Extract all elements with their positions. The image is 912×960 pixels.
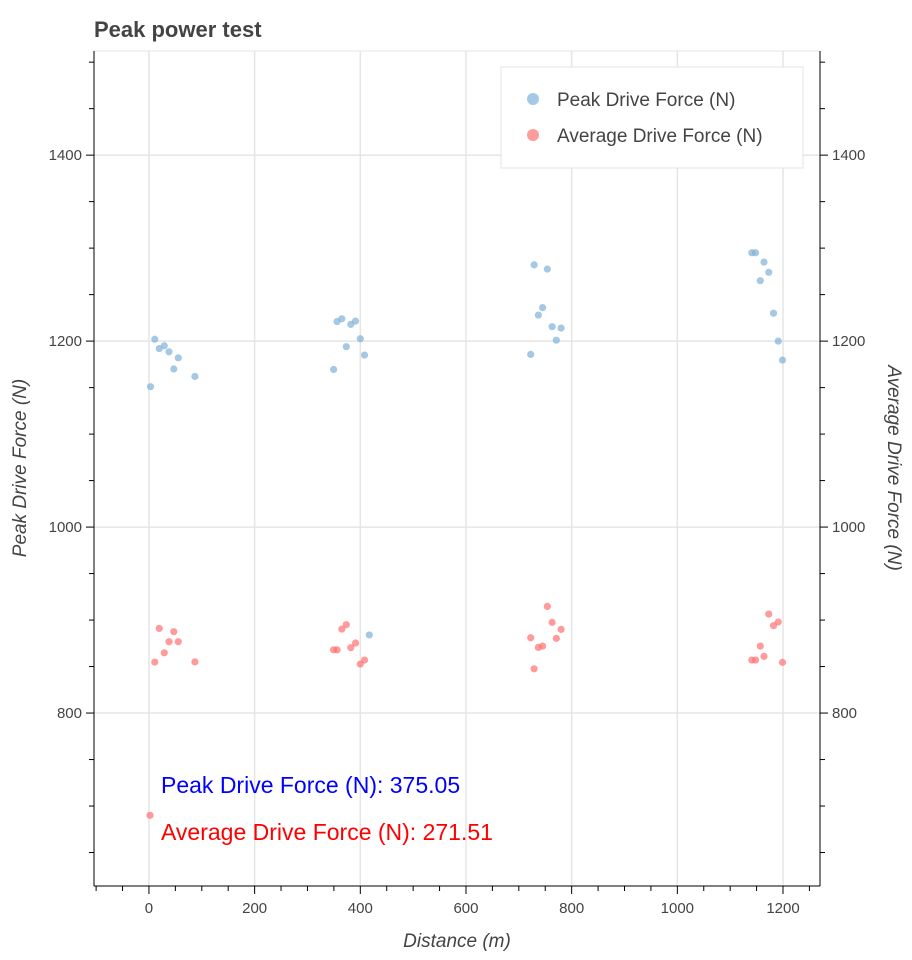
peak-force-point	[751, 249, 760, 257]
y-tick-label: 1000	[49, 519, 82, 536]
peak-force-point	[769, 309, 778, 317]
y-right-tick-label: 1000	[832, 519, 865, 536]
x-tick-label: 200	[242, 900, 267, 917]
average-force-point	[778, 658, 787, 666]
x-tick-label: 400	[348, 900, 373, 917]
peak-force-point	[530, 261, 538, 269]
average-force-point	[170, 628, 178, 636]
annotation-average: Average Drive Force (N): 271.51	[161, 819, 493, 845]
legend-label-average: Average Drive Force (N)	[557, 126, 763, 147]
peak-force-point	[351, 317, 360, 325]
peak-force-point	[342, 343, 350, 351]
peak-force-point	[538, 304, 547, 312]
legend-marker-average	[527, 129, 539, 141]
peak-force-point	[330, 365, 338, 374]
y-right-tick-label: 1200	[832, 333, 865, 350]
peak-force-point	[151, 335, 159, 343]
average-force-point	[174, 638, 182, 646]
plot-frame	[93, 50, 821, 887]
average-force-point	[552, 634, 560, 642]
average-force-point	[543, 602, 551, 610]
peak-force-point	[774, 337, 782, 345]
peak-force-point	[543, 265, 551, 273]
average-force-point	[769, 622, 778, 630]
average-force-point	[356, 660, 364, 668]
average-force-point	[338, 625, 346, 633]
grid	[93, 50, 821, 887]
peak-force-point	[765, 268, 773, 276]
peak-force-point	[170, 365, 178, 373]
y-right-tick-label: 1400	[832, 147, 865, 164]
average-force-point	[155, 624, 163, 633]
average-force-point	[191, 658, 199, 666]
chart-title: Peak power test	[94, 17, 262, 42]
average-force-point	[347, 644, 355, 652]
peak-force-point	[146, 383, 155, 391]
y-tick-label: 800	[57, 705, 82, 722]
peak-force-point	[557, 324, 565, 332]
y-tick-label: 1400	[49, 147, 82, 164]
axes: 0 200 400 600 800 1000 1200 800 800 1000 1000 1200 1…	[49, 51, 865, 917]
peak-force-point	[527, 350, 535, 359]
legend-label-peak: Peak Drive Force (N)	[557, 90, 735, 111]
peak-force-point	[191, 372, 199, 381]
peak-force-point	[338, 315, 346, 323]
peak-force-point	[165, 348, 173, 356]
y-axis-label: Peak Drive Force (N)	[10, 379, 31, 557]
annotation-peak: Peak Drive Force (N): 375.05	[161, 772, 460, 798]
peak-force-point	[534, 311, 542, 319]
peak-force-point	[174, 354, 182, 362]
x-axis-label: Distance (m)	[403, 931, 511, 952]
y-tick-label: 1200	[49, 333, 82, 350]
average-force-point	[160, 649, 168, 657]
x-tick-label: 1200	[766, 900, 799, 917]
peak-force-point	[360, 351, 369, 359]
average-force-point	[538, 642, 547, 650]
average-force-point	[751, 656, 760, 664]
average-force-point	[760, 652, 768, 660]
peak-force-point	[160, 342, 168, 350]
peak-force-point	[552, 336, 560, 344]
data-points	[146, 249, 787, 819]
peak-force-point	[760, 258, 768, 266]
peak-force-point	[365, 631, 373, 639]
x-tick-label: 0	[145, 900, 153, 917]
legend-marker-peak	[527, 93, 539, 105]
average-force-point	[765, 610, 773, 618]
average-force-point	[351, 639, 360, 647]
peak-force-point	[756, 277, 764, 285]
x-tick-label: 600	[453, 900, 478, 917]
average-force-point	[756, 642, 764, 650]
legend: Peak Drive Force (N) Average Drive Force…	[500, 66, 804, 169]
average-force-point	[557, 625, 565, 633]
average-force-point	[530, 665, 538, 673]
peak-force-point	[778, 356, 787, 364]
average-force-point	[527, 634, 535, 642]
average-force-point	[151, 658, 159, 666]
average-force-point	[165, 638, 173, 646]
peak-force-point	[356, 335, 364, 343]
y-right-tick-label: 800	[832, 705, 857, 722]
peak-force-point	[548, 323, 556, 331]
x-tick-label: 800	[559, 900, 584, 917]
average-force-point	[146, 811, 154, 819]
x-tick-label: 1000	[661, 900, 694, 917]
y-axis-label-right: Average Drive Force (N)	[883, 364, 904, 571]
average-force-point	[342, 621, 350, 629]
average-force-point	[333, 646, 341, 654]
legend-box	[500, 66, 804, 169]
average-force-point	[548, 618, 556, 626]
